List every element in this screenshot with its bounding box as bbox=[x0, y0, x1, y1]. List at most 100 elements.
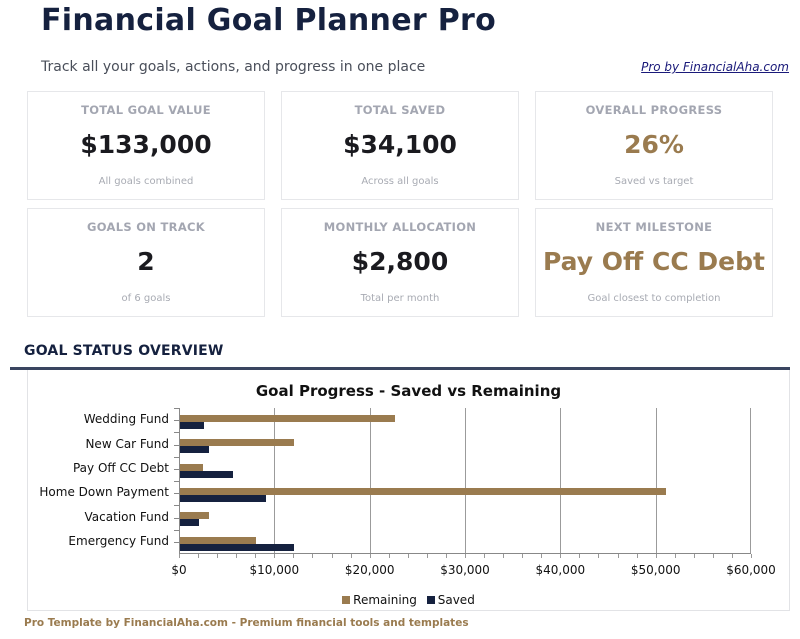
card-total-saved: TOTAL SAVED $34,100 Across all goals bbox=[281, 91, 519, 200]
x-tick bbox=[655, 554, 657, 558]
card-monthly-allocation: MONTHLY ALLOCATION $2,800 Total per mont… bbox=[281, 208, 519, 317]
y-tick bbox=[174, 408, 179, 409]
y-tick bbox=[174, 529, 179, 531]
page-subtitle: Track all your goals, actions, and progr… bbox=[41, 59, 426, 75]
legend-label: Saved bbox=[437, 593, 475, 607]
y-axis-label: Vacation Fund bbox=[84, 509, 169, 524]
bar-remaining bbox=[180, 415, 395, 422]
legend-item-remaining[interactable]: Remaining bbox=[342, 593, 417, 607]
card-subtext: All goals combined bbox=[98, 176, 194, 187]
x-tick bbox=[731, 554, 733, 558]
x-tick bbox=[693, 554, 695, 558]
x-tick bbox=[636, 554, 638, 558]
x-axis-label: $30,000 bbox=[440, 563, 490, 577]
x-tick bbox=[579, 554, 581, 558]
gridline bbox=[370, 408, 371, 554]
gridline bbox=[560, 408, 561, 554]
legend-swatch-saved bbox=[426, 596, 435, 604]
x-tick bbox=[484, 554, 486, 558]
x-tick bbox=[560, 554, 562, 558]
bar-remaining bbox=[180, 439, 295, 447]
footer-text: Pro Template by FinancialAha.com - Premi… bbox=[24, 617, 469, 629]
card-label: MONTHLY ALLOCATION bbox=[323, 220, 477, 234]
bar-saved bbox=[180, 470, 234, 478]
y-axis-label: Home Down Payment bbox=[39, 485, 169, 500]
page-title: Financial Goal Planner Pro bbox=[41, 3, 496, 38]
y-tick bbox=[174, 505, 179, 507]
gridline bbox=[465, 408, 466, 554]
x-tick bbox=[503, 554, 505, 558]
goal-progress-chart: Goal Progress - Saved vs Remaining Weddi… bbox=[27, 370, 790, 611]
x-tick bbox=[522, 554, 524, 558]
x-tick bbox=[617, 554, 619, 558]
x-axis-label: $60,000 bbox=[726, 563, 776, 577]
x-tick bbox=[388, 554, 390, 558]
card-subtext: Saved vs target bbox=[614, 176, 694, 187]
card-value: $133,000 bbox=[80, 130, 212, 159]
x-tick bbox=[751, 554, 752, 558]
pro-link[interactable]: Pro by FinancialAha.com bbox=[641, 60, 789, 74]
x-tick bbox=[426, 554, 428, 558]
chart-legend: Remaining Saved bbox=[28, 593, 789, 607]
x-tick bbox=[712, 554, 714, 558]
y-axis-label: Wedding Fund bbox=[83, 412, 169, 427]
y-tick bbox=[174, 468, 179, 470]
y-tick bbox=[174, 420, 179, 422]
card-goals-on-track: GOALS ON TRACK 2 of 6 goals bbox=[27, 208, 265, 317]
gridline bbox=[750, 408, 751, 554]
x-axis-label: $50,000 bbox=[630, 563, 681, 577]
card-subtext: Goal closest to completion bbox=[587, 293, 721, 304]
section-title: GOAL STATUS OVERVIEW bbox=[24, 343, 224, 359]
x-tick bbox=[274, 554, 276, 558]
card-label: OVERALL PROGRESS bbox=[585, 103, 723, 117]
x-tick bbox=[541, 554, 543, 558]
x-tick bbox=[255, 554, 257, 558]
card-subtext: Across all goals bbox=[361, 176, 439, 187]
y-tick bbox=[174, 432, 179, 434]
x-tick bbox=[179, 554, 180, 558]
x-tick bbox=[369, 554, 371, 558]
gridline bbox=[274, 408, 275, 554]
y-tick bbox=[174, 456, 179, 458]
y-axis-label: Pay Off CC Debt bbox=[72, 460, 169, 475]
card-subtext: Total per month bbox=[360, 293, 440, 304]
card-value: $2,800 bbox=[351, 247, 449, 276]
x-tick bbox=[445, 554, 447, 558]
bar-saved bbox=[180, 519, 200, 527]
y-tick bbox=[174, 541, 179, 543]
x-tick bbox=[465, 554, 466, 558]
x-tick bbox=[236, 554, 238, 558]
bar-remaining bbox=[180, 488, 667, 495]
card-next-milestone: NEXT MILESTONE Pay Off CC Debt Goal clos… bbox=[535, 208, 773, 317]
gridline bbox=[656, 408, 657, 554]
card-label: TOTAL SAVED bbox=[354, 103, 446, 117]
bar-saved bbox=[180, 422, 204, 429]
card-value: $34,100 bbox=[343, 130, 457, 159]
card-overall-progress: OVERALL PROGRESS 26% Saved vs target bbox=[535, 91, 773, 200]
card-label: GOALS ON TRACK bbox=[87, 220, 205, 234]
x-tick bbox=[674, 554, 676, 558]
x-axis bbox=[179, 553, 751, 554]
y-tick bbox=[174, 493, 179, 495]
legend-item-saved[interactable]: Saved bbox=[426, 593, 475, 607]
bar-saved bbox=[180, 543, 295, 551]
card-value: 2 bbox=[137, 247, 155, 276]
x-axis-label: $10,000 bbox=[249, 563, 300, 577]
x-tick bbox=[350, 554, 352, 558]
legend-swatch-remaining bbox=[342, 596, 351, 604]
card-label: NEXT MILESTONE bbox=[595, 220, 713, 234]
x-tick bbox=[312, 554, 314, 558]
x-axis-label: $20,000 bbox=[344, 563, 395, 577]
card-value: Pay Off CC Debt bbox=[543, 247, 765, 276]
x-tick bbox=[407, 554, 409, 558]
x-tick bbox=[293, 554, 295, 558]
bar-saved bbox=[180, 495, 266, 502]
x-axis-label: $0 bbox=[171, 563, 187, 577]
x-tick bbox=[598, 554, 600, 558]
x-tick bbox=[217, 554, 219, 558]
bar-remaining bbox=[180, 512, 209, 520]
x-tick bbox=[331, 554, 333, 558]
x-axis-label: $40,000 bbox=[535, 563, 586, 577]
chart-title: Goal Progress - Saved vs Remaining bbox=[255, 382, 562, 400]
bar-remaining bbox=[180, 536, 257, 544]
